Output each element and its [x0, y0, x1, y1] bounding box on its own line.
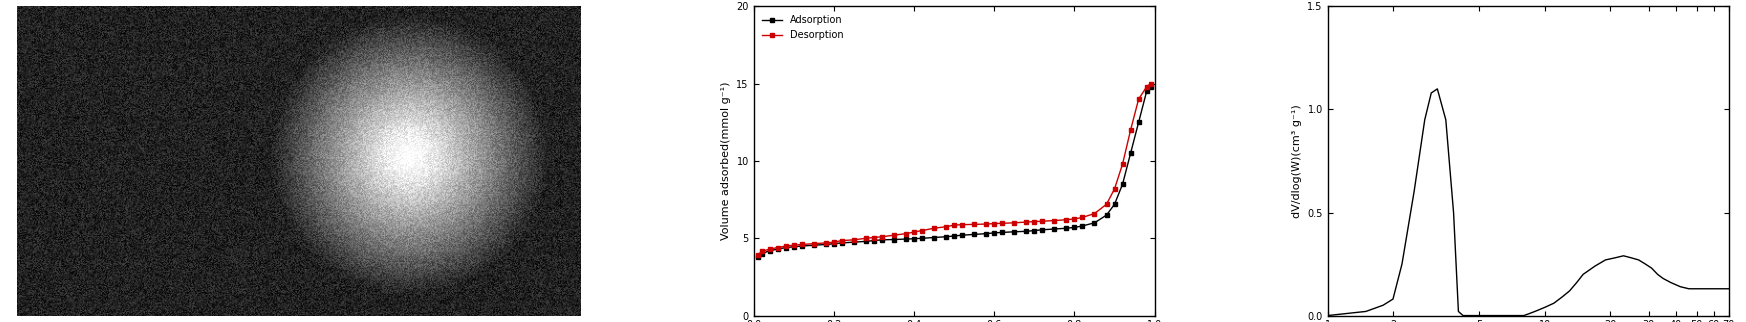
Adsorption: [1084, 221, 1105, 225]
Adsorption: [1063, 225, 1084, 229]
Desorption: [1004, 221, 1025, 225]
Legend: Adsorption, Desorption: Adsorption, Desorption: [758, 11, 847, 44]
Desorption: [760, 247, 780, 251]
Desorption: [1063, 217, 1084, 221]
Desorption: [896, 232, 917, 236]
Adsorption: [856, 240, 876, 243]
Desorption: [943, 223, 964, 227]
Adsorption: [1056, 226, 1077, 230]
Adsorption: [924, 236, 945, 240]
Desorption: [952, 223, 973, 227]
Desorption: [1128, 97, 1149, 101]
Adsorption: [952, 233, 973, 237]
Adsorption: [1023, 229, 1044, 232]
Adsorption: [760, 249, 780, 252]
Line: Adsorption: Adsorption: [756, 85, 1152, 259]
Desorption: [1023, 220, 1044, 223]
Adsorption: [784, 245, 805, 249]
Desorption: [924, 226, 945, 230]
Desorption: [1044, 219, 1065, 223]
Desorption: [751, 250, 772, 253]
Desorption: [1016, 220, 1037, 224]
Adsorption: [843, 240, 864, 244]
Line: Desorption: Desorption: [756, 82, 1152, 257]
Adsorption: [1072, 224, 1093, 228]
Adsorption: [1128, 120, 1149, 124]
Adsorption: [766, 247, 787, 251]
Adsorption: [943, 234, 964, 238]
Adsorption: [803, 243, 824, 247]
Y-axis label: Volume adsorbed(mmol g⁻¹): Volume adsorbed(mmol g⁻¹): [721, 82, 732, 240]
Desorption: [815, 241, 836, 245]
Adsorption: [1044, 227, 1065, 231]
Adsorption: [747, 255, 768, 259]
Desorption: [1072, 215, 1093, 219]
Adsorption: [1103, 202, 1124, 206]
Desorption: [1137, 85, 1158, 89]
Desorption: [1103, 187, 1124, 191]
Desorption: [883, 233, 904, 237]
Adsorption: [983, 231, 1004, 235]
Desorption: [936, 225, 957, 229]
Desorption: [843, 238, 864, 242]
Y-axis label: dV/dlog(W)(cm³ g⁻¹): dV/dlog(W)(cm³ g⁻¹): [1292, 104, 1303, 218]
Desorption: [803, 242, 824, 246]
Desorption: [964, 223, 985, 226]
Desorption: [831, 239, 852, 242]
Desorption: [1096, 202, 1117, 206]
Desorption: [766, 246, 787, 250]
Desorption: [1140, 82, 1161, 86]
Adsorption: [751, 252, 772, 256]
Adsorption: [936, 235, 957, 239]
Adsorption: [791, 244, 812, 248]
Adsorption: [824, 242, 845, 246]
Adsorption: [775, 246, 796, 250]
Desorption: [1112, 162, 1133, 166]
Adsorption: [1137, 90, 1158, 93]
Adsorption: [1112, 182, 1133, 186]
Adsorption: [1032, 228, 1053, 232]
Adsorption: [864, 239, 885, 242]
Desorption: [775, 244, 796, 248]
Adsorption: [1004, 230, 1025, 234]
Adsorption: [871, 238, 892, 242]
Desorption: [1032, 219, 1053, 223]
Desorption: [911, 229, 932, 232]
Desorption: [976, 222, 997, 226]
Adsorption: [1140, 85, 1161, 89]
Adsorption: [896, 237, 917, 241]
Adsorption: [992, 231, 1013, 234]
Desorption: [1056, 218, 1077, 222]
Desorption: [983, 222, 1004, 225]
Desorption: [784, 243, 805, 247]
Adsorption: [1016, 229, 1037, 233]
Adsorption: [976, 232, 997, 236]
Desorption: [904, 230, 925, 234]
Desorption: [1121, 128, 1142, 132]
Adsorption: [911, 236, 932, 240]
Desorption: [1084, 212, 1105, 215]
Desorption: [856, 236, 876, 240]
Desorption: [791, 242, 812, 246]
Adsorption: [1096, 213, 1117, 217]
Desorption: [747, 253, 768, 257]
Adsorption: [1121, 151, 1142, 155]
Desorption: [992, 221, 1013, 225]
Adsorption: [831, 241, 852, 245]
Adsorption: [904, 237, 925, 241]
Desorption: [824, 240, 845, 244]
Desorption: [864, 236, 885, 240]
Adsorption: [883, 238, 904, 242]
Desorption: [871, 235, 892, 239]
Adsorption: [964, 232, 985, 236]
Adsorption: [815, 242, 836, 246]
